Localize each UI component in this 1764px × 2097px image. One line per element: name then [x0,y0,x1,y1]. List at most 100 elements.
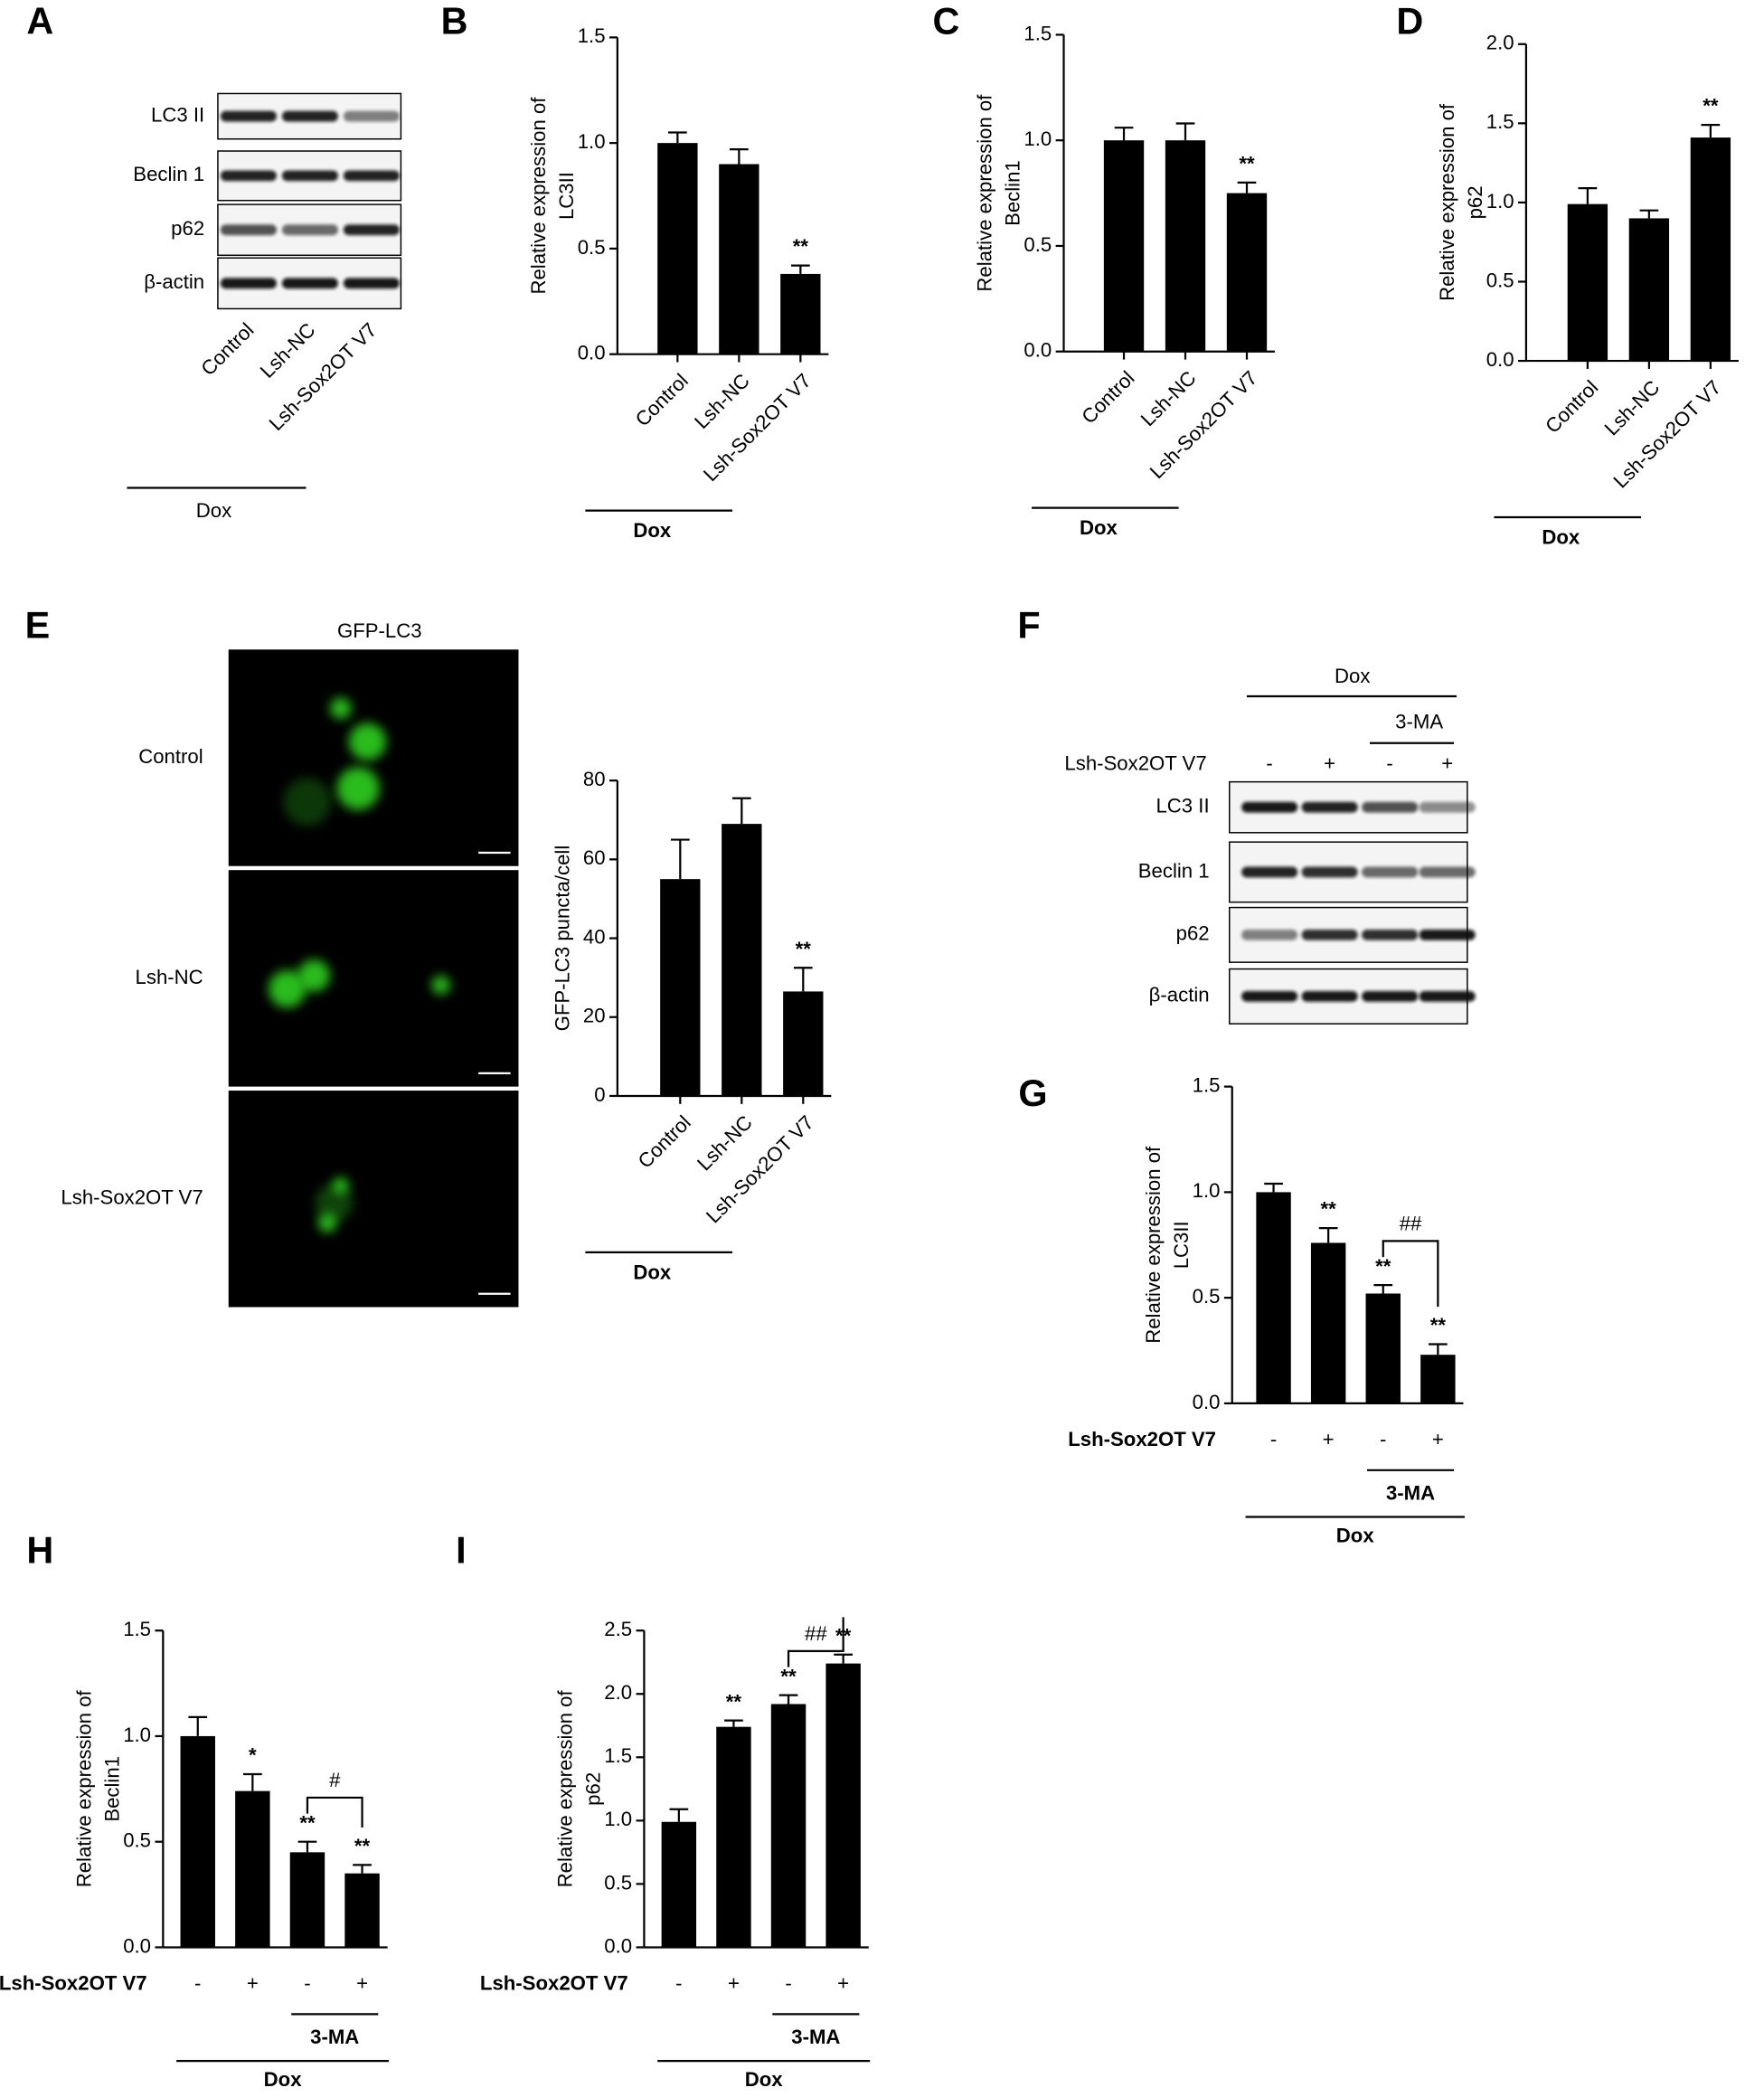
blot-band [1419,990,1476,1002]
x-tick-label: + [1323,1428,1335,1450]
blot-band [281,278,338,289]
significance: ** [299,1811,316,1834]
error-bar [1175,122,1195,141]
y-tick-label: 1.5 [1486,110,1514,133]
bar [722,824,762,1096]
gfp-signal [431,975,451,995]
error-bar [1373,1284,1393,1294]
significance: ** [796,938,812,960]
blot-band [1362,990,1419,1002]
error-bar [668,131,687,144]
y-tick-label: 0.5 [1486,269,1514,291]
y-tick-label: 1.0 [123,1724,151,1746]
blot-band [1301,801,1358,813]
bar [1365,1293,1401,1403]
significance: ** [780,1665,797,1687]
y-axis-label: Relative expression of [974,94,996,292]
bar [235,1790,270,1948]
y-tick-label: 0.5 [604,1871,632,1894]
error-bar [1318,1226,1338,1243]
error-bar [670,838,690,880]
panel-letter: G [1018,1072,1047,1114]
blot-band [1241,801,1298,813]
subgroup-label: 3-MA [310,2026,359,2048]
group-label: Dox [633,1261,672,1283]
bracket-label: ## [805,1622,827,1645]
micrograph [228,1091,519,1308]
error-bar [1639,209,1659,219]
bar [661,1821,697,1948]
error-bar [669,1808,689,1822]
bar [1103,140,1145,352]
gfp-signal [297,959,331,992]
bar [770,1704,807,1948]
error-bar [1237,181,1257,194]
blot-band [1301,866,1358,878]
blot-row-label: β-actin [144,270,204,293]
x-tick-label: Lsh-Sox2OT V7 [1609,376,1726,493]
y-tick-label: 40 [583,925,606,948]
x-tick-label: Control [634,1111,695,1173]
scale-bar-label: 20μM [469,1270,520,1293]
bar [1420,1355,1456,1403]
bar [657,143,698,354]
group-label: Dox [264,2068,303,2091]
x-tick-label: - [1270,1428,1277,1450]
error-bar [834,1653,853,1664]
bar [289,1852,325,1948]
group-label: Dox [1335,665,1370,687]
y-tick-label: 1.0 [1193,1179,1221,1202]
row-label: Lsh-Sox2OT V7 [0,1972,147,1995]
gfp-signal [283,778,332,827]
image-row-label: Lsh-Sox2OT V7 [61,1186,203,1209]
significance: ** [1239,153,1255,175]
y-tick-label: 1.5 [1193,1073,1221,1096]
y-tick-label: 20 [583,1005,606,1027]
bar [1310,1242,1346,1403]
error-bar [297,1840,317,1853]
bracket [1382,1240,1439,1308]
sign: + [1324,751,1335,774]
error-bar [1701,123,1721,138]
y-axis-label: Relative expression of [72,1689,95,1887]
significance: ** [793,235,809,258]
panel-letter: B [441,1,468,43]
y-axis-label: p62 [582,1772,605,1806]
error-bar [724,1719,743,1727]
bar [1256,1192,1291,1403]
bar [180,1735,215,1948]
x-tick-label: Lsh-Sox2OT V7 [699,369,816,486]
x-tick-label: Control [1077,366,1138,428]
group-label: Dox [1080,516,1118,539]
error-bar [353,1864,372,1874]
y-axis-label: Relative expression of [1142,1146,1165,1344]
x-tick-label: Control [1541,376,1602,438]
error-bar [730,148,749,165]
bracket-label: # [329,1769,341,1791]
y-tick-label: 0.5 [1023,233,1052,256]
y-tick-label: 0.0 [1023,339,1052,362]
gfp-signal [336,767,380,810]
blot-band [220,170,277,182]
blot-band [343,278,400,289]
error-bar [243,1772,262,1791]
y-tick-label: 0.5 [578,236,606,259]
y-tick-label: 2.5 [604,1618,632,1640]
y-tick-label: 0.5 [1193,1285,1221,1308]
gfp-signal [315,1184,354,1222]
error-bar [1264,1182,1283,1193]
bar [660,879,701,1096]
bracket-label: ## [1400,1212,1422,1234]
x-tick-label: + [728,1972,740,1995]
blot-band [1419,801,1476,813]
x-tick-label: Control [631,369,693,430]
bar [344,1873,380,1948]
x-tick-label: + [1432,1428,1444,1450]
image-title: GFP-LC3 [337,619,422,642]
subgroup-label: 3-MA [791,2026,840,2048]
blot-band [220,110,277,122]
blot-band [343,224,400,236]
panel-letter: E [25,605,51,647]
y-tick-label: 1.5 [1023,22,1052,44]
